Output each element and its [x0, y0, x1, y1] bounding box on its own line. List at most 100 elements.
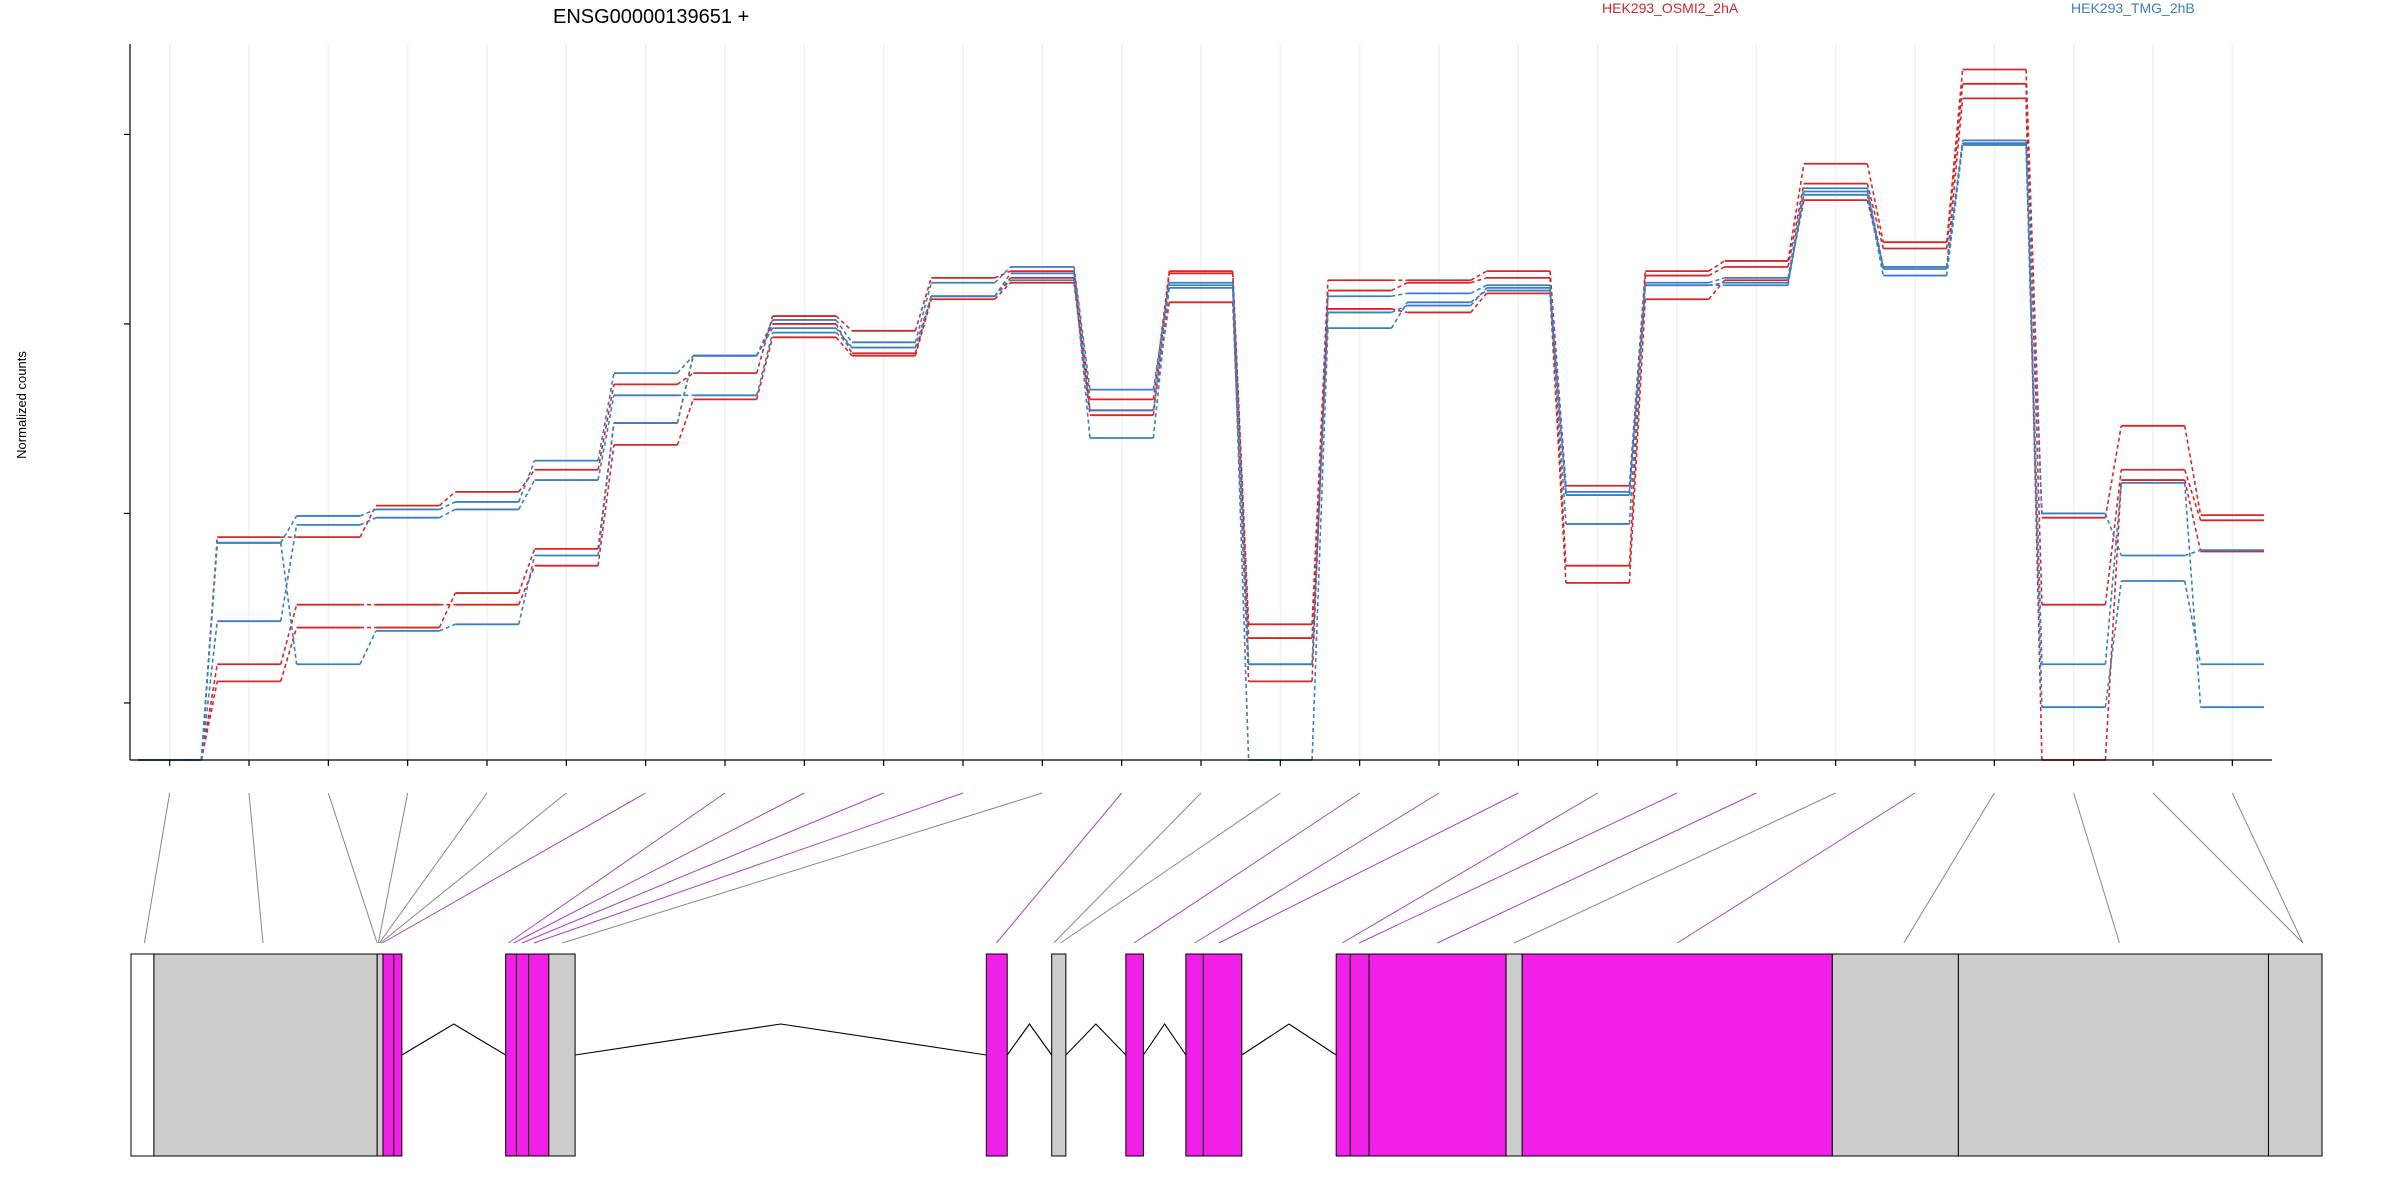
connector-e005	[378, 792, 488, 944]
series-4-link-10	[994, 272, 1012, 297]
series-0-link-19	[1708, 260, 1726, 272]
chart-title: ENSG00000139651 +	[553, 6, 749, 28]
exon-block-4	[393, 953, 403, 1157]
series-0-link-5	[597, 384, 615, 470]
series-0-link-7	[755, 315, 774, 374]
series-2-link-7	[755, 337, 774, 400]
series-0-link-12	[1152, 271, 1171, 400]
exon-block-12	[1185, 953, 1204, 1157]
series-3-link-5	[597, 372, 615, 461]
series-5-link-3	[439, 623, 456, 632]
connector-e007	[382, 792, 646, 944]
series-3-link-3	[439, 501, 456, 511]
exon-block-20	[1957, 953, 2269, 1157]
series-4-link-15	[1390, 301, 1408, 329]
intron-4	[1142, 1023, 1187, 1056]
series-1-link-19	[1708, 266, 1725, 277]
series-2-link-6	[676, 399, 695, 446]
series-5-link-23	[2025, 143, 2043, 665]
series-5-link-2	[359, 630, 377, 665]
connector-e024	[1903, 792, 1995, 944]
intron-3	[1065, 1023, 1127, 1056]
exon-block-11	[1125, 953, 1144, 1157]
series-3-link-10	[994, 266, 1012, 284]
connector-e002	[248, 792, 264, 944]
series-4-link-14	[1311, 328, 1329, 761]
series-3-link-20	[1787, 188, 1805, 279]
series-4-link-24	[2104, 580, 2123, 708]
axes	[124, 44, 2272, 766]
series-1-link-25	[2183, 469, 2202, 521]
connector-e018	[1218, 792, 1519, 944]
exon-block-7	[528, 953, 550, 1157]
connector-e021	[1437, 792, 1757, 944]
series-5-link-9	[914, 296, 933, 348]
series-0-link-20	[1787, 163, 1805, 262]
series-4-link-4	[518, 479, 536, 510]
series-0-link-9	[914, 277, 933, 332]
series-5-link-20	[1787, 191, 1805, 286]
series-4-link-17	[1549, 290, 1567, 525]
series-3-link-1	[280, 515, 298, 544]
series-5-link-15	[1391, 304, 1408, 314]
gene-model	[130, 953, 2323, 1157]
legend-label-tmg: HEK293_TMG_2hB	[2071, 0, 2195, 16]
series-2-link-22	[1945, 98, 1964, 267]
series-5-link-10	[994, 279, 1012, 297]
series-2-link-24	[2104, 480, 2123, 761]
connector-e014	[1053, 792, 1202, 944]
series-5	[137, 142, 2265, 761]
series-0-link-25	[2183, 425, 2202, 516]
series-2-link-25	[2183, 479, 2202, 552]
series-2-link-4	[517, 565, 536, 605]
series-0-link-4	[518, 469, 536, 493]
exon-block-0	[130, 953, 155, 1157]
series-5-link-7	[756, 327, 774, 357]
connector-e025	[2073, 792, 2120, 944]
connector-e017	[1194, 792, 1440, 944]
series-5-link-0	[200, 542, 219, 761]
series-0-link-21	[1866, 163, 1885, 243]
series-1-link-15	[1391, 281, 1408, 292]
series-4-link-7	[755, 332, 774, 396]
exon-block-13	[1202, 953, 1243, 1157]
vertical-grid	[169, 44, 2233, 760]
exon-block-16	[1368, 953, 1507, 1157]
series-5-link-14	[1311, 312, 1329, 665]
series-3-link-2	[359, 508, 377, 517]
exon-block-1	[153, 953, 378, 1157]
series-4-link-16	[1470, 289, 1488, 303]
connector-e011	[533, 792, 964, 944]
series-5-link-5	[597, 422, 615, 556]
connector-e001	[143, 792, 171, 944]
series-3-link-19	[1708, 277, 1725, 284]
exon-block-6	[515, 953, 530, 1157]
series-4-link-25	[2183, 580, 2202, 665]
series-5-link-11	[1073, 280, 1091, 411]
series-3-link-24	[2104, 513, 2123, 556]
exon-block-2	[376, 953, 384, 1157]
exon-block-15	[1349, 953, 1370, 1157]
series-4-link-3	[439, 508, 456, 519]
series-lines	[137, 68, 2265, 761]
series-1-link-3	[438, 592, 456, 628]
connector-e022	[1513, 792, 1836, 944]
connector-e012	[562, 792, 1043, 944]
exon-block-10	[1051, 953, 1067, 1157]
exon-block-17	[1505, 953, 1523, 1157]
series-4-link-0	[200, 621, 219, 761]
series-4-link-13	[1231, 285, 1250, 761]
connector-e010	[521, 792, 884, 944]
series-2-link-19	[1708, 279, 1726, 300]
series-1-link-20	[1787, 183, 1805, 268]
series-0-link-6	[676, 372, 694, 385]
series-2-link-13	[1231, 273, 1250, 639]
exon-block-9	[985, 953, 1008, 1157]
series-3-link-6	[676, 355, 694, 374]
connector-e027	[2231, 792, 2304, 944]
connector-e006	[380, 792, 567, 944]
y-axis-label: Normalized counts	[14, 351, 29, 459]
exon-connectors	[143, 792, 2304, 944]
series-0-link-11	[1073, 271, 1091, 400]
